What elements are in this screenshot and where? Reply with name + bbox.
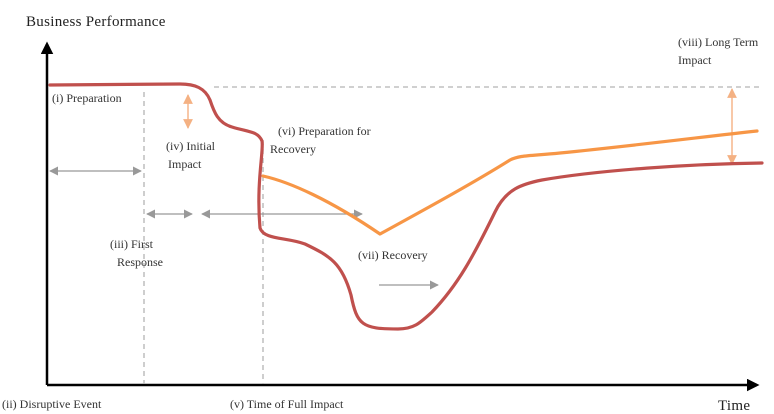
preparation-for-recovery-label-line-1: (vi) Preparation for — [278, 124, 371, 138]
long-term-impact-label: (viii) Long Term Impact — [678, 35, 761, 67]
first-response-label: (iii) First Response — [110, 237, 163, 269]
initial-impact-label-line-1: (iv) Initial — [166, 139, 216, 153]
initial-impact-label-line-2: Impact — [168, 157, 202, 171]
y-axis-title: Business Performance — [26, 14, 166, 30]
long-term-impact-label-line-1: (viii) Long Term — [678, 35, 759, 49]
full-impact-label: (v) Time of Full Impact — [230, 397, 344, 411]
preparation-for-recovery-label-line-2: Recovery — [270, 142, 316, 156]
first-response-label-line-1: (iii) First — [110, 237, 154, 251]
preparation-label: (i) Preparation — [52, 91, 122, 105]
recovery-label: (vii) Recovery — [358, 248, 428, 262]
disrupted-performance-curve — [48, 82, 764, 331]
recovery-curve — [261, 129, 759, 236]
preparation-for-recovery-label: (vi) Preparation for Recovery — [270, 124, 374, 156]
long-term-impact-label-line-2: Impact — [678, 53, 712, 67]
first-response-label-line-2: Response — [117, 255, 163, 269]
initial-impact-label: (iv) Initial Impact — [166, 139, 218, 171]
disruptive-event-label: (ii) Disruptive Event — [2, 397, 102, 411]
x-axis-title: Time — [718, 398, 750, 414]
